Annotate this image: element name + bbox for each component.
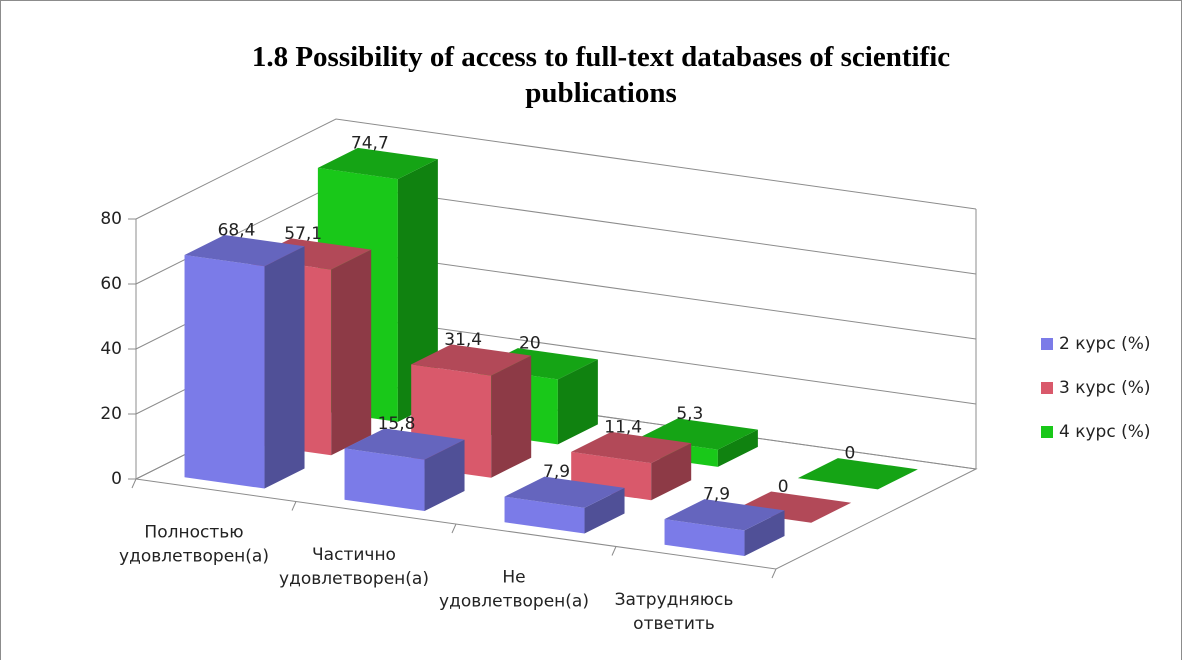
bar-front (344, 448, 425, 512)
y-tick-label: 0 (111, 469, 122, 489)
value-label: 5,3 (676, 404, 703, 424)
bar-side (584, 487, 625, 534)
value-label: 7,9 (703, 485, 730, 505)
x-tick (451, 523, 457, 534)
value-label: 31,4 (444, 330, 482, 350)
x-tick (291, 501, 297, 511)
value-label: 0 (844, 444, 855, 464)
bar (344, 428, 465, 512)
bar-side (264, 246, 305, 489)
x-tick (131, 478, 137, 489)
legend-swatch (1041, 338, 1053, 350)
bar (571, 431, 692, 501)
bar-front (184, 254, 265, 489)
bar (184, 234, 305, 489)
grid-line (135, 118, 977, 220)
bar-top (571, 431, 692, 464)
legend-label: 2 курс (%) (1059, 334, 1151, 354)
bar-side (424, 439, 465, 512)
legend-swatch (1041, 382, 1053, 394)
x-tick-label: Не удовлетворен(а) (439, 567, 589, 611)
value-label: 68,4 (218, 221, 256, 241)
value-label: 74,7 (351, 133, 389, 153)
bar-side (491, 355, 532, 478)
y-tick-label: 20 (100, 404, 122, 424)
x-tick-label: Частично удовлетворен(а) (279, 545, 429, 589)
value-label: 0 (778, 477, 789, 497)
legend-label: 4 курс (%) (1059, 422, 1151, 442)
bar (504, 476, 625, 534)
bar-side (651, 443, 692, 501)
value-label: 20 (519, 334, 541, 354)
value-label: 57,1 (284, 224, 322, 244)
x-tick-label: Полностью удовлетворен(а) (119, 522, 269, 566)
bar-side (744, 510, 785, 557)
bar-top (344, 428, 465, 460)
value-label: 7,9 (543, 462, 570, 482)
legend-label: 3 курс (%) (1059, 378, 1151, 398)
value-label: 11,4 (604, 418, 642, 438)
y-tick-label: 60 (100, 274, 122, 294)
bar (664, 499, 785, 557)
x-tick (611, 546, 617, 556)
chart-title: 1.8 Possibility of access to full-text d… (251, 41, 951, 109)
x-tick (771, 568, 777, 579)
bar-front (664, 519, 745, 557)
bar-side (717, 429, 758, 467)
y-tick-label: 80 (100, 209, 122, 229)
bar (797, 458, 918, 490)
x-tick-label: Затрудняюсь ответить (615, 590, 734, 634)
bar-top (184, 234, 305, 267)
value-label: 15,8 (378, 414, 416, 434)
bar-front (504, 496, 585, 534)
bar-top (504, 476, 625, 508)
bar-side (557, 359, 598, 445)
legend-swatch (1041, 426, 1053, 438)
y-tick-label: 40 (100, 339, 122, 359)
bar-top (664, 499, 785, 531)
bar-side (331, 249, 372, 456)
bar-top (797, 458, 918, 490)
bar-top (317, 147, 438, 180)
bar-top (411, 344, 532, 376)
